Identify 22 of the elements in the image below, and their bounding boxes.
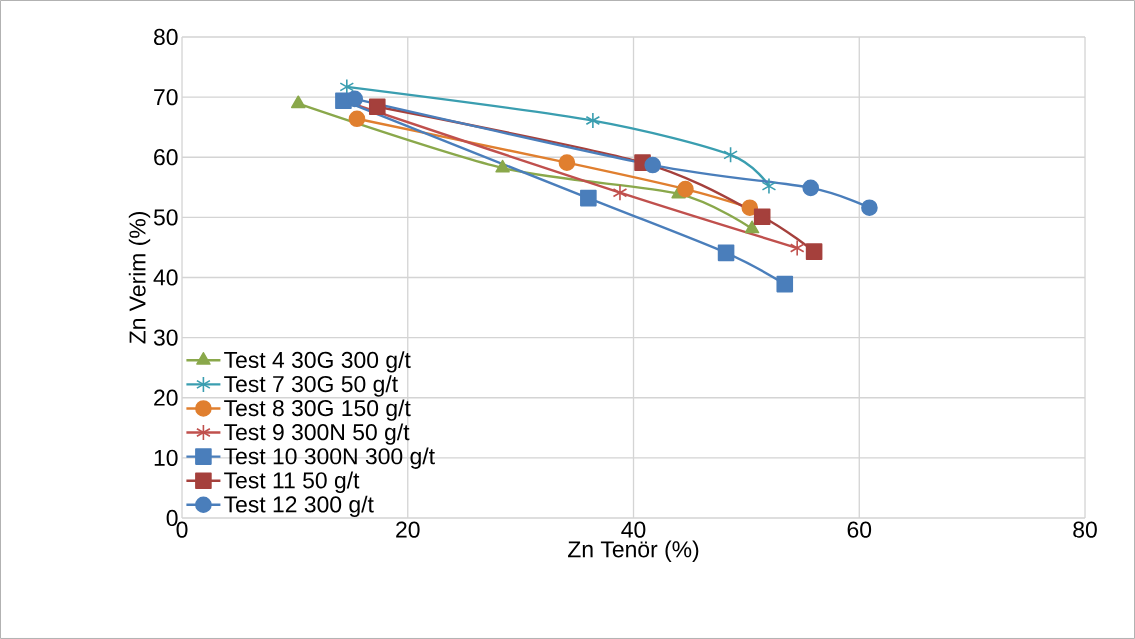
legend-label: Test 11 50 g/t — [224, 471, 360, 493]
legend-label: Test 4 30G 300 g/t — [224, 351, 411, 373]
y-tick-label: 0 — [166, 509, 178, 527]
y-tick-label: 80 — [154, 28, 178, 46]
x-axis-title: Zn Tenör (%) — [568, 540, 699, 562]
y-axis-title: Zn Verim (%) — [128, 212, 151, 344]
y-tick-label: 30 — [153, 329, 178, 346]
y-tick-label: 10 — [154, 449, 178, 466]
legend-label: Test 7 30G 50 g/t — [224, 375, 398, 397]
y-tick-label: 50 — [153, 209, 178, 226]
legend-label: Test 9 300N 50 g/t — [224, 423, 410, 445]
legend-label: Test 12 300 g/t — [224, 495, 374, 518]
y-tick-label: 20 — [154, 389, 178, 406]
legend-label: Test 10 300N 300 g/t — [224, 447, 435, 469]
y-tick-label: 70 — [154, 89, 178, 106]
legend-label: Test 8 30G 150 g/t — [224, 399, 411, 421]
x-tick-label: 60 — [847, 521, 872, 538]
x-tick-label: 80 — [1073, 521, 1097, 538]
x-tick-label: 40 — [621, 521, 646, 538]
x-tick-label: 20 — [396, 521, 420, 538]
y-tick-label: 60 — [154, 149, 178, 166]
y-tick-label: 40 — [153, 269, 178, 286]
